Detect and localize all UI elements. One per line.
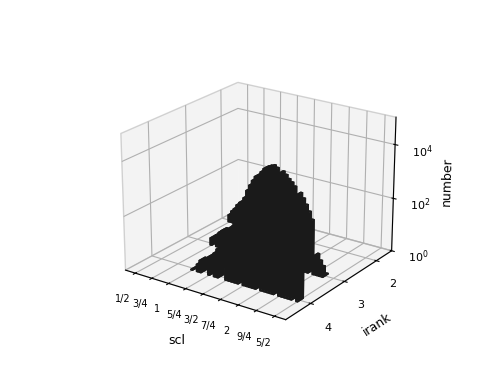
Y-axis label: irank: irank	[361, 310, 394, 338]
X-axis label: scl: scl	[168, 334, 185, 347]
